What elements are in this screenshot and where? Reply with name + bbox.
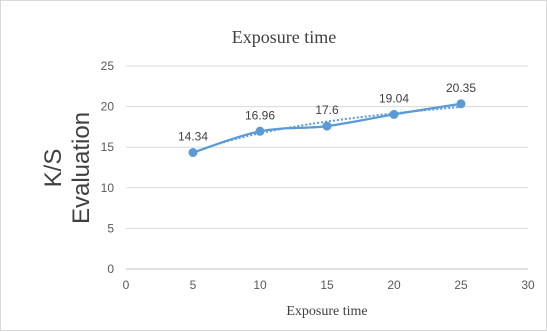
y-tick-label: 5	[107, 221, 114, 235]
data-label: 20.35	[446, 81, 476, 95]
data-label: 14.34	[178, 130, 208, 144]
x-axis-label: Exposure time	[286, 304, 367, 319]
trendline	[192, 105, 462, 154]
trendline-layer	[192, 105, 462, 154]
x-tick-label: 15	[320, 278, 334, 292]
x-tick-label: 20	[387, 278, 401, 292]
x-tick-label: 0	[123, 278, 130, 292]
y-tick-label: 0	[107, 262, 114, 276]
data-point	[255, 126, 265, 136]
y-tick-label: 15	[101, 140, 115, 154]
data-point	[322, 121, 332, 131]
y-axis-label: K/S Evaluation	[40, 112, 95, 224]
data-labels: 14.34 16.96 17.6 19.04 20.35	[178, 81, 476, 144]
data-point	[456, 99, 466, 109]
data-label: 17.6	[315, 103, 339, 117]
y-tick-label: 20	[101, 100, 115, 114]
tick-labels: 0 5 10 15 20 25 0 5 10 15 20 25 30	[101, 59, 535, 292]
y-axis-label-line-1: K/S	[40, 149, 67, 188]
chart-title: Exposure time	[232, 27, 336, 47]
data-label: 16.96	[245, 108, 275, 122]
x-tick-label: 10	[253, 278, 267, 292]
x-tick-label: 30	[521, 278, 535, 292]
series-layer	[188, 99, 466, 158]
y-tick-label: 10	[101, 181, 115, 195]
x-tick-label: 25	[454, 278, 468, 292]
data-point	[389, 109, 399, 119]
y-axis-label-line-2: Evaluation	[68, 112, 95, 224]
data-point	[188, 148, 198, 158]
data-label: 19.04	[379, 91, 409, 105]
x-tick-label: 5	[190, 278, 197, 292]
y-tick-label: 25	[101, 59, 115, 73]
